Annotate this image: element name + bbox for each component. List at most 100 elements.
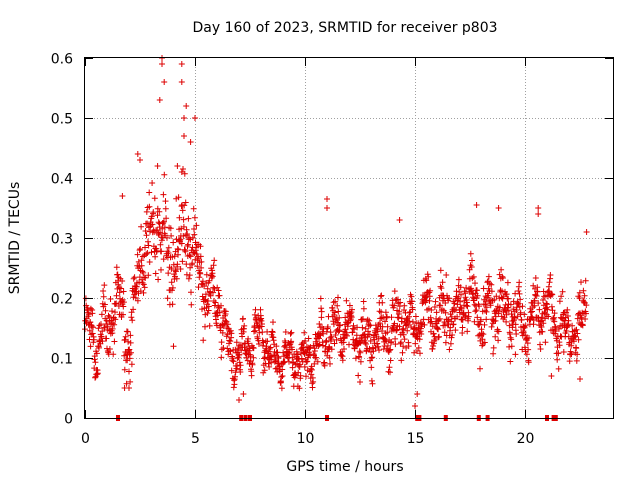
data-point (366, 317, 373, 324)
data-point (168, 232, 175, 239)
data-point (453, 288, 460, 295)
data-point (85, 311, 92, 318)
data-point (442, 309, 449, 316)
data-point (549, 326, 556, 333)
data-point (343, 297, 350, 304)
data-point (154, 163, 161, 169)
data-point (555, 365, 562, 372)
data-point (259, 321, 265, 327)
data-point (214, 284, 221, 291)
data-point (521, 311, 528, 318)
data-point (174, 163, 181, 169)
data-point (203, 271, 210, 278)
data-point (558, 293, 565, 300)
data-point (261, 355, 268, 362)
data-point (176, 214, 183, 221)
data-point (101, 282, 108, 289)
data-point (138, 262, 145, 269)
data-point (306, 345, 313, 352)
data-point (169, 301, 176, 308)
data-point (280, 349, 287, 356)
data-point (342, 314, 349, 321)
data-point (144, 250, 151, 256)
data-point (324, 324, 331, 330)
data-point (138, 223, 145, 230)
data-point (367, 322, 374, 329)
data-point (401, 302, 408, 309)
data-point (368, 377, 375, 384)
data-point (367, 338, 374, 344)
data-point (288, 329, 295, 336)
data-point (234, 363, 241, 369)
data-point (442, 339, 449, 346)
data-point (316, 321, 323, 327)
data-point (178, 240, 185, 247)
data-point (464, 303, 471, 310)
data-point (267, 344, 274, 351)
data-point (508, 336, 515, 343)
data-point (265, 360, 272, 367)
data-point (282, 329, 289, 335)
data-point (496, 308, 502, 315)
data-point (146, 189, 153, 196)
data-point (185, 215, 192, 222)
data-point (517, 296, 524, 303)
data-point (120, 303, 127, 310)
data-point (485, 292, 492, 299)
data-point (227, 327, 234, 334)
data-point (439, 279, 446, 286)
data-point (100, 293, 107, 300)
data-point (288, 338, 295, 345)
x-tick-label: 5 (191, 431, 200, 447)
data-point (382, 318, 388, 325)
data-point (382, 309, 389, 316)
x-tick-label: 0 (81, 431, 90, 447)
x-tick-label: 15 (407, 431, 425, 447)
data-point (185, 275, 192, 282)
data-point (198, 264, 205, 271)
data-point (193, 222, 200, 229)
data-point (506, 343, 513, 350)
data-point (159, 61, 165, 67)
data-point (459, 330, 466, 336)
data-point (396, 217, 403, 223)
data-point (250, 345, 257, 352)
data-point (458, 305, 465, 312)
data-point (508, 311, 515, 317)
plot-frame (84, 57, 614, 419)
data-point (548, 303, 555, 310)
data-point (387, 346, 394, 353)
y-tick-label: 0 (64, 412, 73, 428)
tick-labels: 0 0.1 0.2 0.3 0.4 0.5 0.6 0 5 10 15 20 (51, 52, 535, 448)
data-point (426, 293, 433, 300)
y-tick-label: 0.4 (51, 172, 73, 188)
data-point (233, 365, 240, 372)
data-point (335, 308, 342, 315)
data-point (211, 285, 218, 292)
data-point (251, 311, 258, 318)
data-point (109, 308, 115, 315)
data-point (409, 318, 416, 325)
data-point (565, 317, 572, 324)
data-point (228, 367, 235, 374)
data-point (421, 321, 428, 328)
data-point (310, 378, 317, 385)
data-point (566, 358, 573, 365)
data-point (101, 301, 108, 308)
data-point (233, 339, 240, 346)
data-point (128, 314, 135, 321)
data-point (134, 151, 141, 157)
data-point (122, 333, 129, 340)
data-point (459, 324, 466, 331)
data-point (551, 318, 558, 325)
data-point (511, 314, 518, 321)
data-point (499, 273, 506, 280)
data-point (476, 321, 483, 328)
data-point (119, 193, 126, 199)
data-point (338, 351, 344, 358)
data-point (376, 347, 382, 354)
data-point (289, 346, 295, 353)
data-point (319, 342, 326, 349)
data-point (513, 331, 520, 337)
data-point (472, 280, 478, 287)
